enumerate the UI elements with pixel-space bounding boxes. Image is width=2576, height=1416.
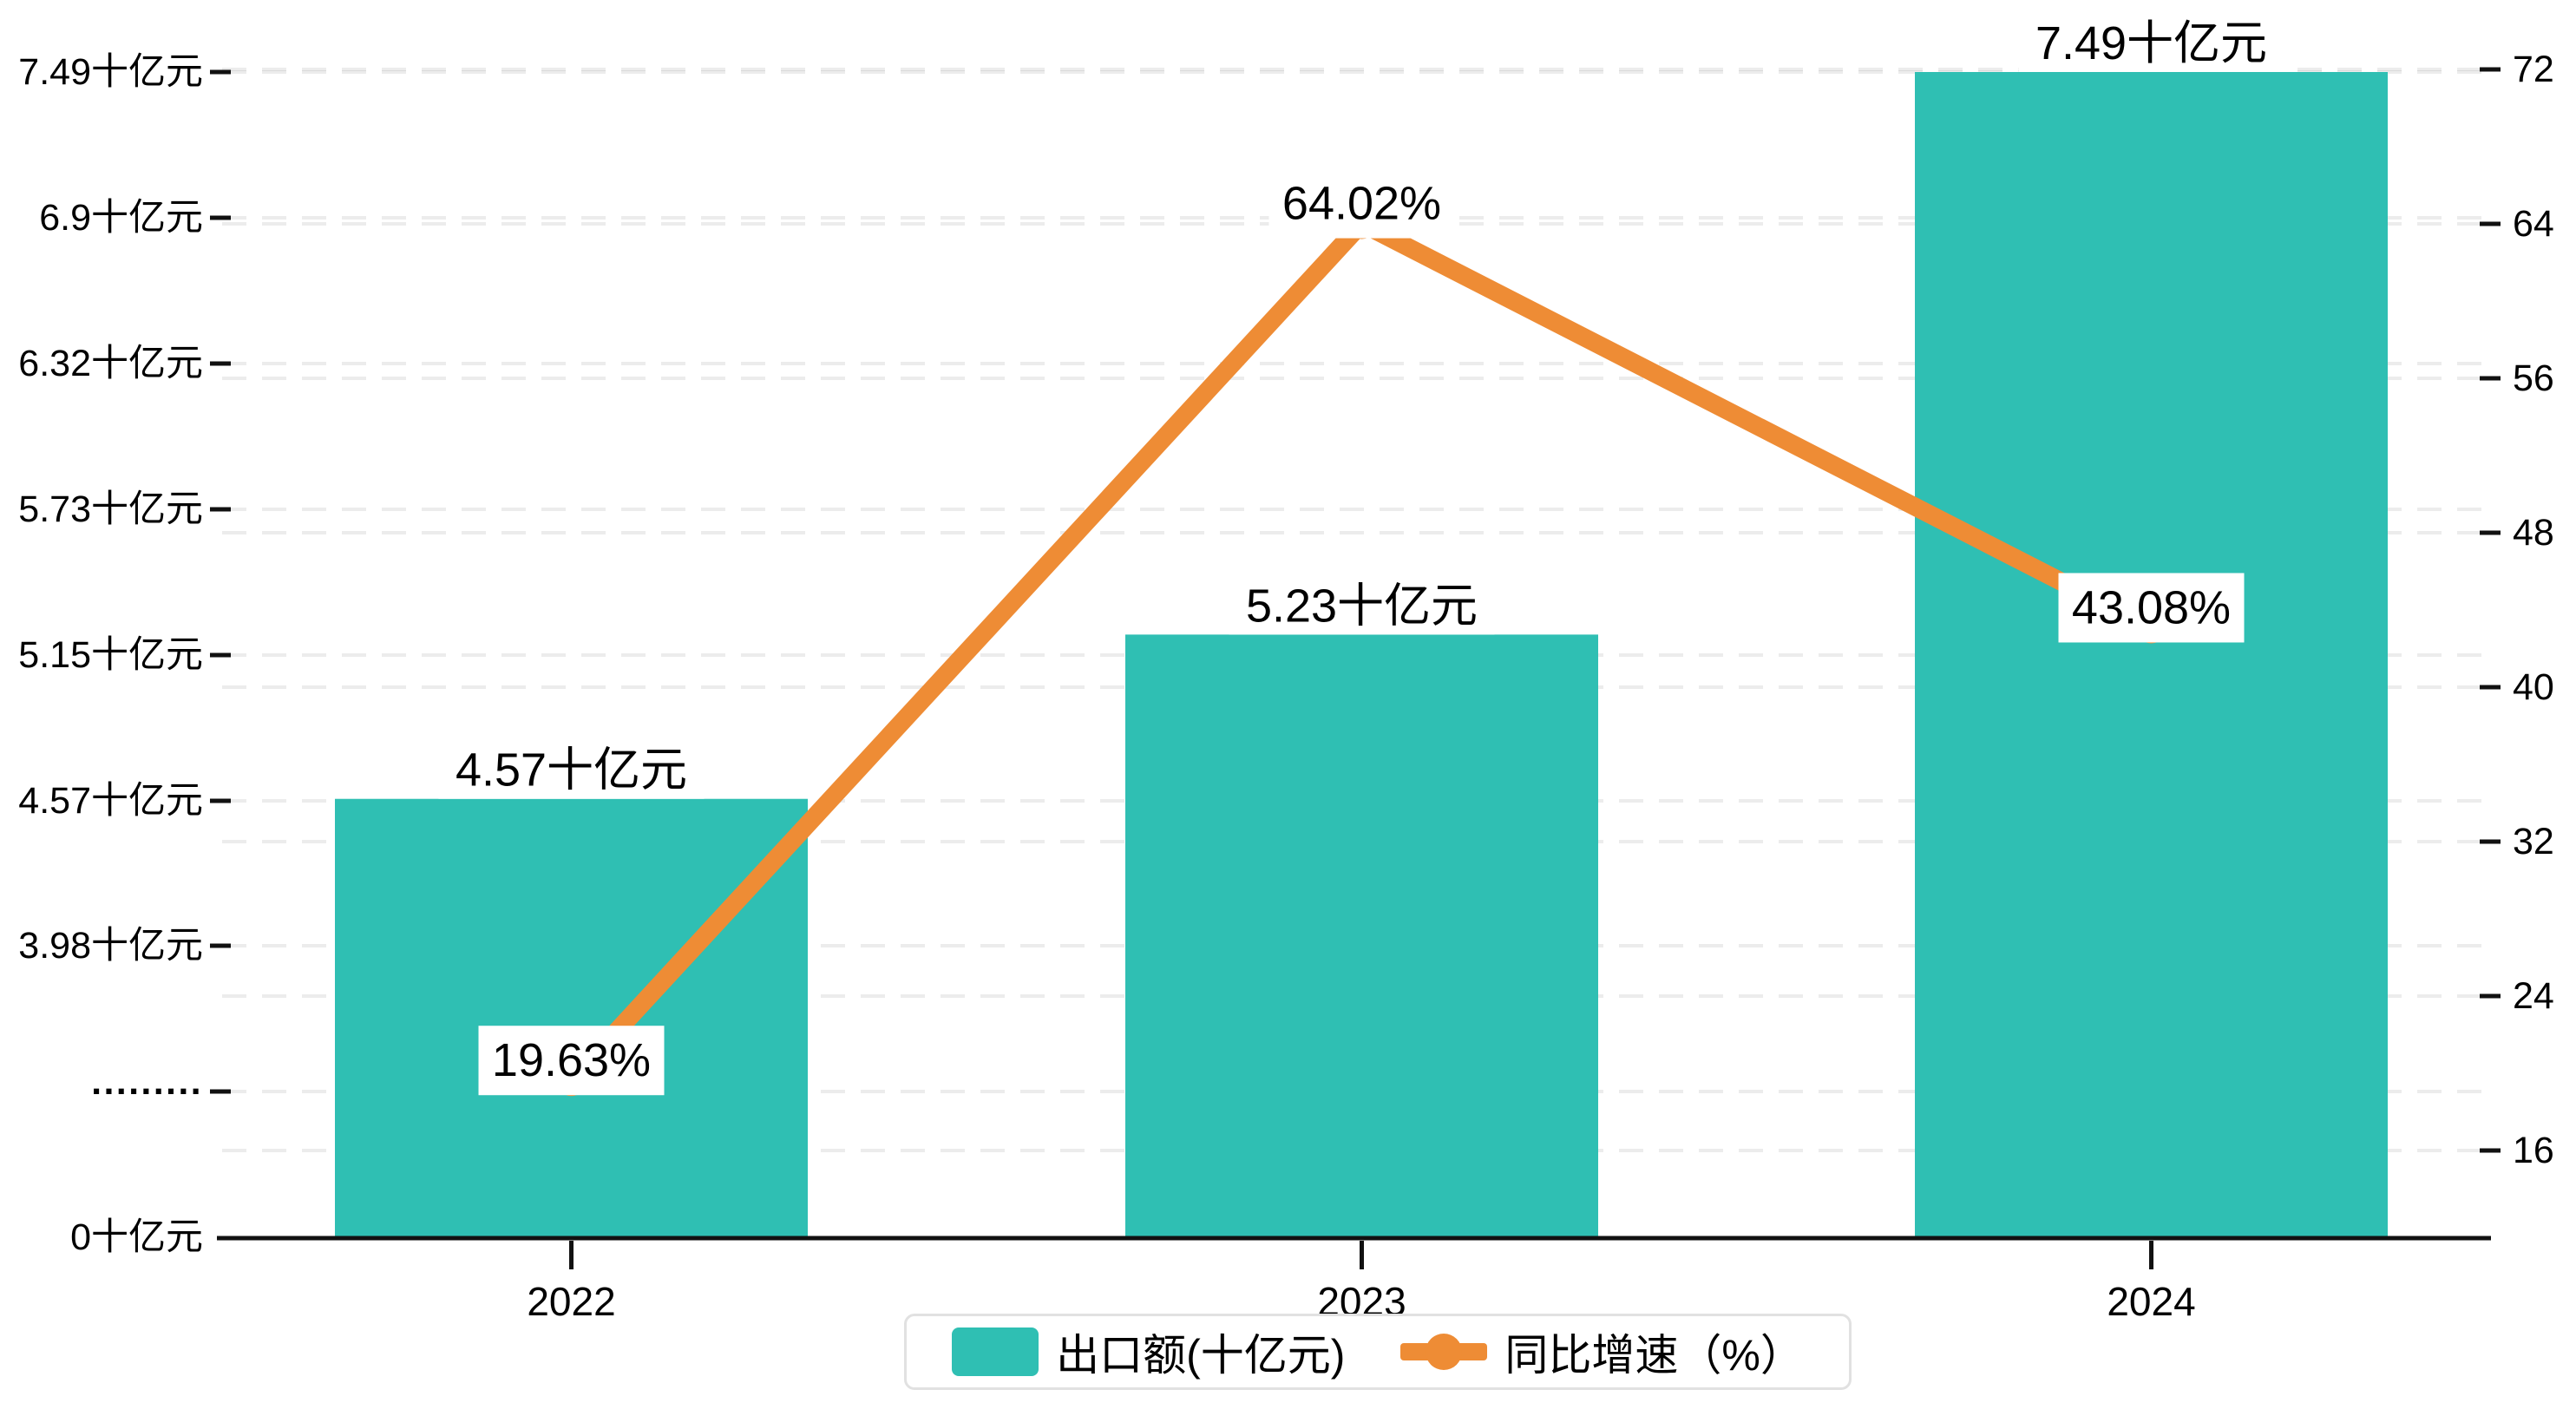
left-axis-label-2: 6.32十亿元 — [18, 343, 203, 384]
bar-label-bg-2024 — [2018, 15, 2284, 72]
bar-label-2024: 7.49十亿元 — [2035, 17, 2267, 69]
left-axis-label-6: 3.98十亿元 — [18, 925, 203, 967]
pct-label-bg-2024 — [2058, 573, 2245, 643]
right-axis-label-6: 24 — [2513, 975, 2554, 1017]
left-axis-label-0: 7.49十亿元 — [18, 51, 203, 93]
x-axis-label-2024: 2024 — [2107, 1279, 2195, 1324]
x-axis-label-2022: 2022 — [527, 1279, 615, 1324]
legend-label-growth: 同比增速（%） — [1504, 1331, 1804, 1380]
bar-2022[interactable] — [335, 798, 808, 1238]
line-series-marker-icon — [1400, 1333, 1488, 1371]
left-axis-label-7: ········· — [91, 1071, 203, 1112]
right-axis-label-7: 16 — [2513, 1130, 2554, 1171]
pct-label-2022: 19.63% — [492, 1034, 651, 1086]
pct-label-2023: 64.02% — [1282, 178, 1441, 230]
left-axis-label-8: 0十亿元 — [70, 1216, 203, 1258]
legend: 出口额(十亿元) 同比增速（%） — [904, 1314, 1852, 1390]
right-axis-label-2: 56 — [2513, 357, 2554, 399]
pct-label-2024: 43.08% — [2072, 581, 2231, 633]
right-axis-label-5: 32 — [2513, 821, 2554, 862]
pct-label-bg-2022 — [478, 1026, 665, 1096]
legend-item-export[interactable]: 出口额(十亿元) — [952, 1321, 1345, 1383]
right-axis-label-3: 48 — [2513, 512, 2554, 554]
bar-label-2023: 5.23十亿元 — [1246, 580, 1478, 632]
left-axis-label-4: 5.15十亿元 — [18, 634, 203, 676]
right-axis-label-1: 64 — [2513, 203, 2554, 245]
right-axis-label-4: 40 — [2513, 666, 2554, 708]
left-axis-label-3: 5.73十亿元 — [18, 488, 203, 530]
bar-label-bg-2023 — [1229, 577, 1495, 635]
legend-label-export: 出口额(十亿元) — [1056, 1331, 1346, 1380]
legend-item-growth[interactable]: 同比增速（%） — [1400, 1321, 1804, 1383]
bar-label-2022: 4.57十亿元 — [456, 744, 687, 796]
pct-label-bg-2023 — [1268, 168, 1455, 239]
left-axis-label-1: 6.9十亿元 — [39, 197, 203, 239]
bar-2024[interactable] — [1915, 72, 2388, 1238]
bar-label-bg-2022 — [438, 741, 705, 799]
right-axis-label-0: 72 — [2513, 49, 2554, 90]
bar-series-swatch-icon — [952, 1328, 1039, 1376]
bar-2023[interactable] — [1125, 634, 1598, 1238]
left-axis-label-5: 4.57十亿元 — [18, 780, 203, 822]
